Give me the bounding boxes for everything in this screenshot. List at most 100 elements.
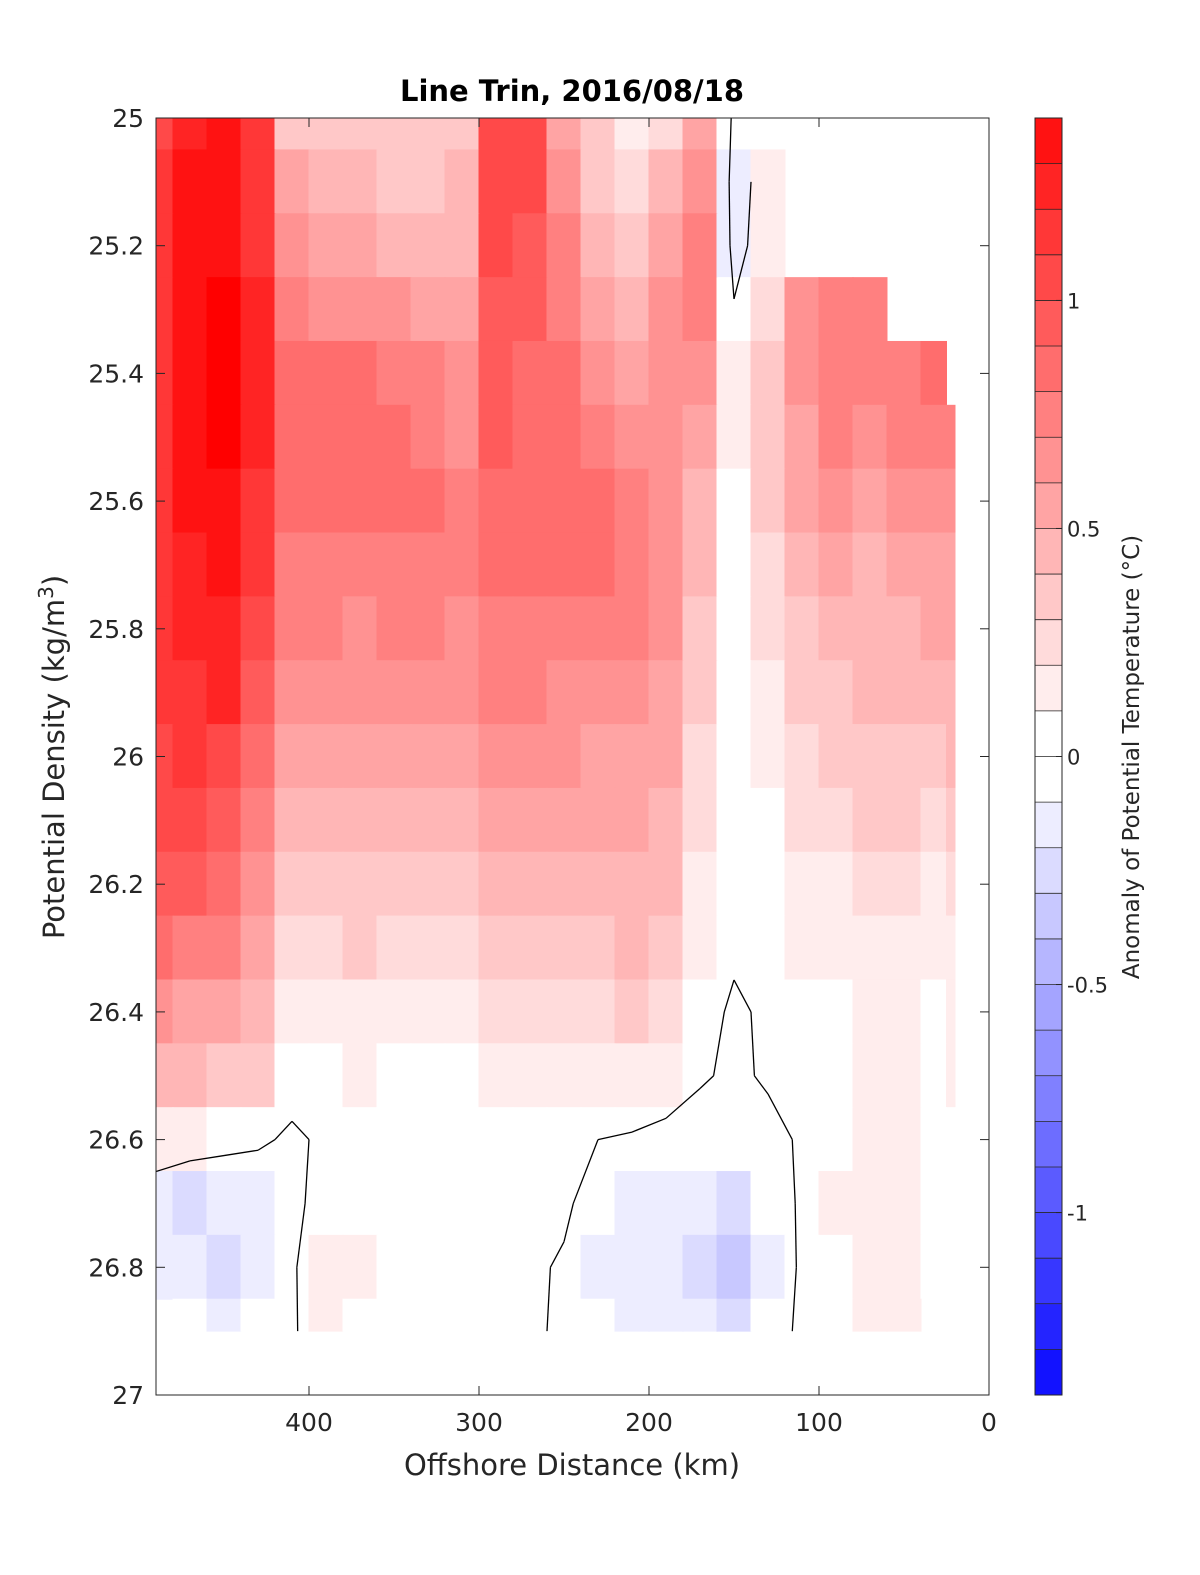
field-cell — [784, 724, 820, 789]
field-cell — [546, 724, 582, 789]
field-cell — [818, 660, 854, 726]
field-cell — [206, 787, 242, 853]
field-cell — [750, 660, 786, 726]
field-cell — [750, 979, 786, 1045]
field-cell — [580, 118, 616, 151]
field-cell — [206, 851, 242, 917]
field-cell — [240, 724, 276, 789]
field-cell — [512, 404, 548, 470]
field-cell — [614, 532, 650, 598]
field-cell — [784, 468, 820, 534]
field-cell — [274, 787, 310, 853]
field-cell — [410, 724, 446, 789]
field-cell — [444, 118, 480, 151]
field-cell — [852, 724, 888, 789]
colorbar-tick-label: -0.5 — [1067, 974, 1108, 998]
field-cell — [410, 915, 446, 981]
field-cell — [274, 1043, 310, 1109]
field-cell — [614, 118, 650, 151]
y-tick-label: 26.4 — [88, 998, 144, 1027]
field-cell — [750, 1298, 786, 1332]
colorbar-band — [1035, 437, 1062, 484]
field-cell — [376, 213, 412, 279]
field-cell — [648, 915, 684, 981]
field-cell — [376, 404, 412, 470]
field-cell — [886, 1043, 922, 1109]
field-cell — [444, 724, 480, 789]
field-cell — [308, 724, 344, 789]
colorbar-band — [1035, 1258, 1062, 1305]
field-cell — [376, 596, 412, 662]
field-cell — [546, 1171, 582, 1236]
zero-contour-segment — [791, 1267, 797, 1332]
field-cell — [206, 596, 242, 662]
field-cell — [648, 1298, 684, 1332]
field-cell — [648, 1234, 684, 1300]
field-cell — [156, 404, 174, 470]
field-cell — [512, 787, 548, 853]
field-cell — [512, 1107, 548, 1173]
field-cell — [546, 979, 582, 1045]
field-cell — [546, 596, 582, 662]
field-cell — [580, 724, 616, 789]
field-cell — [546, 1298, 582, 1332]
field-cell — [784, 277, 820, 342]
field-cell — [546, 118, 582, 151]
field-cell — [580, 1043, 616, 1109]
field-cell — [614, 1043, 650, 1109]
field-cell — [614, 724, 650, 789]
field-cell — [818, 851, 854, 917]
field-cell — [410, 851, 446, 917]
field-cell — [342, 660, 378, 726]
field-cell — [784, 1234, 820, 1300]
colorbar-band — [1035, 163, 1062, 210]
field-cell — [478, 213, 514, 279]
chart-title: Line Trin, 2016/08/18 — [400, 74, 744, 108]
field-cell — [478, 979, 514, 1045]
field-cell — [172, 1043, 208, 1109]
field-cell — [682, 213, 718, 279]
field-cell — [920, 340, 947, 406]
field-cell — [308, 213, 344, 279]
field-cell — [852, 468, 888, 534]
field-cell — [648, 340, 684, 406]
field-cell — [444, 404, 480, 470]
field-cell — [342, 1171, 378, 1236]
field-cell — [852, 596, 888, 662]
field-cell — [342, 787, 378, 853]
field-cell — [342, 1298, 378, 1332]
field-cell — [716, 979, 752, 1045]
field-cell — [818, 277, 854, 342]
field-cell — [512, 660, 548, 726]
field-cell — [206, 468, 242, 534]
field-cell — [478, 118, 514, 151]
colorbar-ticks: 1 0.5 0 -0.5 -1 — [1056, 289, 1108, 1226]
field-cell — [342, 277, 378, 342]
colorbar-band — [1035, 984, 1062, 1031]
field-cell — [784, 660, 820, 726]
zero-contour-segment — [631, 1117, 667, 1133]
field-cell — [784, 340, 820, 406]
field-cell — [614, 213, 650, 279]
field-cell — [274, 1107, 310, 1173]
zero-contour-segment — [723, 979, 735, 1013]
field-cell — [240, 979, 276, 1045]
field-cell — [376, 1234, 412, 1300]
field-cell — [648, 851, 684, 917]
field-cell — [206, 149, 242, 215]
field-cell — [478, 596, 514, 662]
field-cell — [274, 979, 310, 1045]
field-cell — [716, 851, 752, 917]
field-cell — [172, 118, 208, 151]
field-cell — [240, 468, 276, 534]
field-cell — [240, 1234, 276, 1300]
field-cell — [920, 979, 947, 1045]
field-cell — [614, 851, 650, 917]
field-cell — [172, 596, 208, 662]
field-cell — [410, 1171, 446, 1236]
field-cell — [172, 787, 208, 853]
field-cell — [716, 915, 752, 981]
colorbar-band — [1035, 209, 1062, 256]
field-cell — [546, 149, 582, 215]
field-cell — [206, 532, 242, 598]
